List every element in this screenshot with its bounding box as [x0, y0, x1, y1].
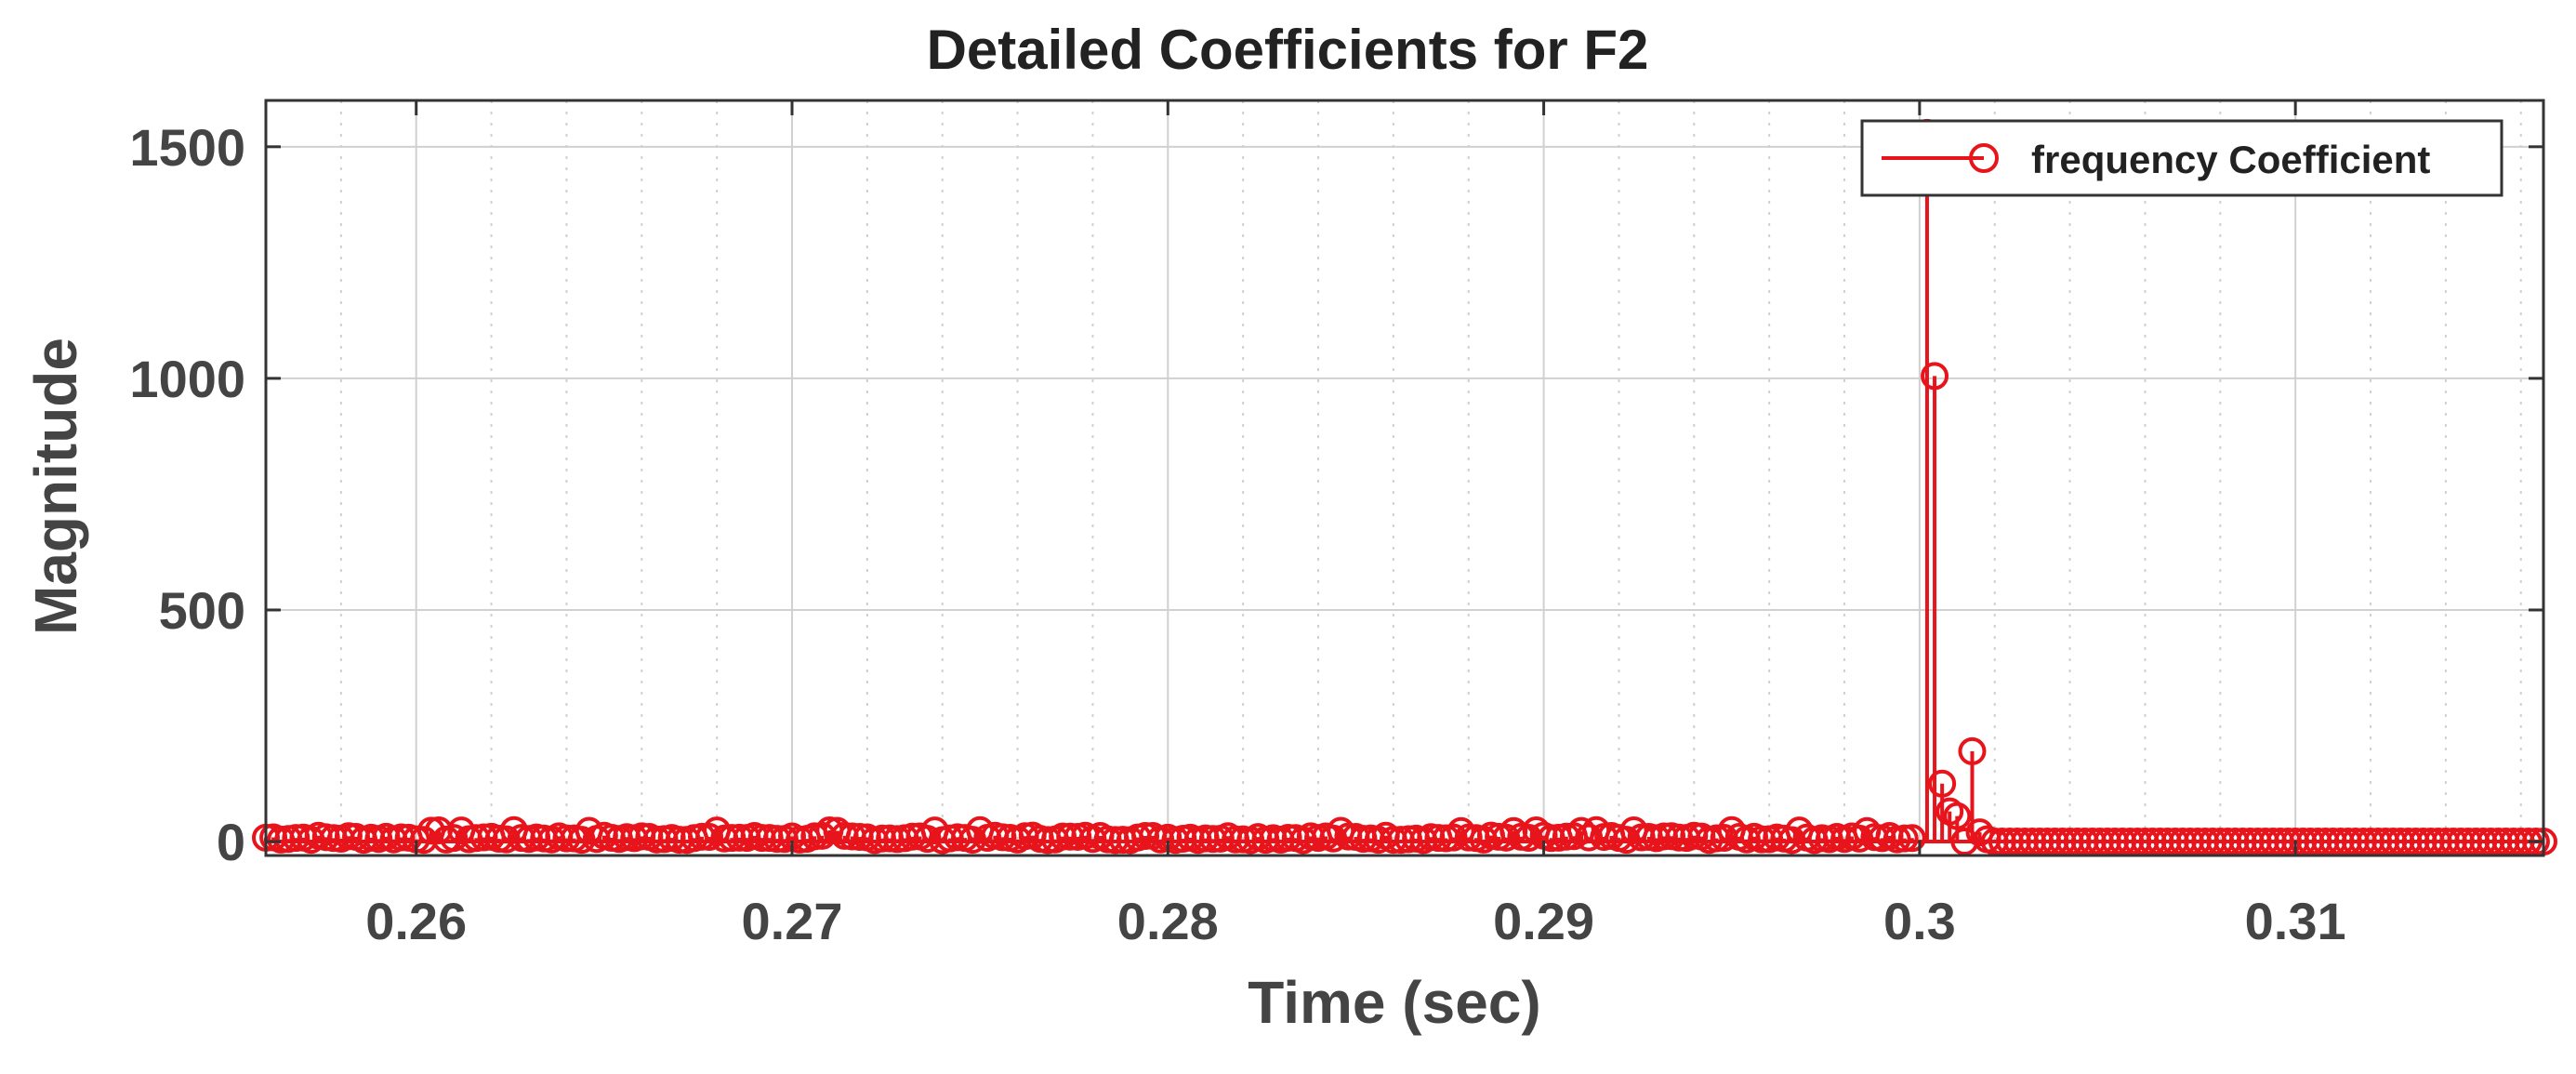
- series-layer: [252, 118, 2557, 856]
- stem-marker: [1965, 818, 1994, 847]
- legend-label-frequency-coefficient: frequency Coefficient: [2031, 138, 2430, 181]
- x-tick-label: 0.26: [365, 892, 467, 950]
- y-tick-label: 0: [217, 813, 245, 871]
- stem-marker: [1928, 769, 1957, 798]
- y-tick-label: 1000: [129, 350, 245, 408]
- x-axis-label: Time (sec): [1248, 969, 1540, 1036]
- grid-layer: [265, 100, 2543, 855]
- stem-marker: [1958, 736, 1987, 765]
- legend-marker-sample: [1969, 143, 1999, 173]
- x-tick-label: 0.3: [1883, 892, 1956, 950]
- x-tick-label: 0.28: [1117, 892, 1219, 950]
- stem-marker: [1921, 362, 1949, 391]
- legend: frequency Coefficient: [1860, 119, 2503, 197]
- stem-marker: [1943, 802, 1972, 830]
- y-axis-label: Magnitude: [22, 338, 89, 635]
- tick-layer: 0.26 0.27 0.28 0.29 0.3 0.31 0 500 1000 1500: [129, 100, 2543, 950]
- x-tick-label: 0.31: [2245, 892, 2346, 950]
- y-tick-label: 1500: [129, 118, 245, 177]
- stem-marker: [1897, 824, 1926, 853]
- y-tick-label: 500: [159, 581, 245, 640]
- x-tick-label: 0.27: [742, 892, 843, 950]
- chart-title: Detailed Coefficients for F2: [927, 19, 1649, 81]
- plot-frame: [264, 99, 2545, 857]
- x-tick-label: 0.29: [1493, 892, 1594, 950]
